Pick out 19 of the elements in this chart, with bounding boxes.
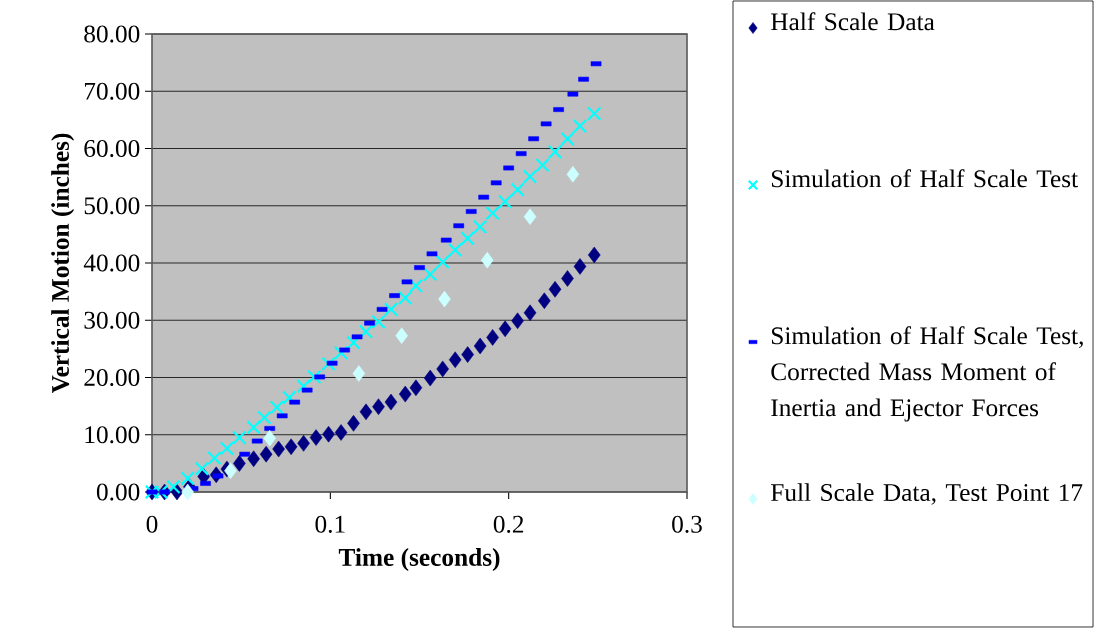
y-tick-label: 10.00 [85,426,140,444]
x-tick-label: 0.2 [493,515,524,533]
x-tick-label: 0.3 [672,515,702,533]
y-tick-label: 0.00 [96,483,140,501]
y-tick-label: 20.00 [84,368,140,387]
x-tick-label: 0 [146,515,158,533]
legend-label: Simulation of Half Scale Test [771,169,1078,188]
y-tick-label: 30.00 [84,311,140,329]
legend-label: Simulation of Half Scale Test, Corrected Mass Moment of Inertia and Ejector Forces [771,326,1083,422]
legend-label: Full Scale Data, Test Point 17 [771,483,1083,505]
y-tick-label: 60.00 [84,139,140,158]
y-tick-label: 40.00 [83,254,140,272]
y-tick-label: 80.00 [84,25,140,43]
x-tick-label: 0.1 [315,515,345,533]
x-axis-title: Time (seconds) [338,548,500,572]
y-tick-label: 70.00 [84,82,140,100]
legend-label: Half Scale Data [771,12,935,31]
y-axis-title: Vertical Motion (inches) [51,133,75,394]
y-tick-label: 50.00 [84,197,140,215]
